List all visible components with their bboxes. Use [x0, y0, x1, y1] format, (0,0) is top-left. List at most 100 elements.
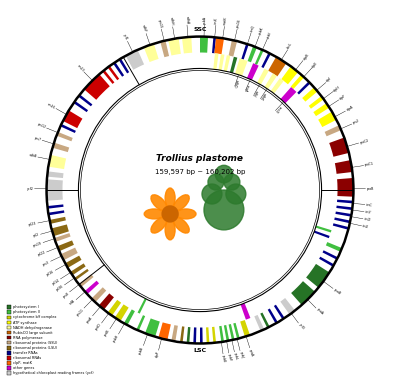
- Text: rps3: rps3: [42, 260, 50, 267]
- Bar: [7, 321, 11, 324]
- Wedge shape: [74, 101, 88, 112]
- Text: other genes: other genes: [12, 366, 34, 370]
- Wedge shape: [113, 62, 124, 77]
- Circle shape: [215, 165, 233, 183]
- Text: atpE: atpE: [311, 60, 319, 69]
- Wedge shape: [65, 256, 82, 268]
- Wedge shape: [274, 305, 285, 319]
- Wedge shape: [218, 54, 224, 71]
- Wedge shape: [281, 66, 298, 84]
- Wedge shape: [335, 160, 352, 174]
- Text: ATP synthase: ATP synthase: [12, 321, 36, 325]
- Wedge shape: [291, 74, 304, 89]
- Wedge shape: [334, 218, 350, 223]
- Text: psbJ: psbJ: [238, 351, 244, 359]
- Ellipse shape: [151, 217, 167, 233]
- Wedge shape: [48, 211, 64, 215]
- Wedge shape: [316, 225, 332, 232]
- Text: rpl16: rpl16: [46, 269, 55, 276]
- Text: petD: petD: [95, 323, 102, 332]
- Circle shape: [224, 174, 240, 190]
- Wedge shape: [54, 233, 70, 242]
- Text: rps11: rps11: [76, 307, 85, 317]
- Wedge shape: [182, 37, 192, 53]
- Wedge shape: [168, 38, 181, 56]
- Wedge shape: [302, 87, 318, 102]
- Text: ndhD: ndhD: [232, 78, 239, 88]
- Wedge shape: [268, 57, 286, 76]
- Text: ribosomal proteins (LSU): ribosomal proteins (LSU): [12, 346, 57, 350]
- Text: accD: accD: [273, 104, 282, 113]
- Text: rps7: rps7: [34, 136, 42, 142]
- Text: rpoB: rpoB: [366, 187, 374, 191]
- Wedge shape: [74, 269, 89, 280]
- Text: rpl2: rpl2: [33, 232, 40, 238]
- Text: psaB: psaB: [333, 287, 342, 296]
- Text: photosystem II: photosystem II: [12, 310, 39, 314]
- Text: photosystem I: photosystem I: [12, 305, 38, 309]
- Wedge shape: [180, 327, 184, 343]
- Wedge shape: [306, 264, 330, 288]
- Wedge shape: [280, 298, 295, 314]
- Text: LSC: LSC: [194, 348, 206, 353]
- Text: rps15: rps15: [157, 19, 163, 29]
- Wedge shape: [102, 70, 114, 84]
- Circle shape: [226, 184, 246, 204]
- Text: trnK: trnK: [214, 17, 218, 24]
- Wedge shape: [270, 78, 284, 94]
- Wedge shape: [57, 240, 74, 251]
- Text: RubisCO large subunit: RubisCO large subunit: [12, 331, 52, 335]
- Ellipse shape: [174, 195, 189, 211]
- Wedge shape: [326, 242, 342, 252]
- Wedge shape: [254, 315, 264, 331]
- Bar: [7, 331, 11, 334]
- Text: matK: matK: [223, 16, 228, 25]
- Wedge shape: [124, 309, 135, 325]
- Wedge shape: [158, 322, 171, 340]
- Ellipse shape: [176, 209, 196, 219]
- Wedge shape: [108, 66, 119, 80]
- Wedge shape: [99, 293, 114, 310]
- Text: trnC: trnC: [366, 203, 373, 207]
- Ellipse shape: [144, 209, 164, 219]
- Wedge shape: [115, 304, 129, 321]
- Wedge shape: [145, 318, 160, 337]
- Text: infA: infA: [69, 299, 76, 306]
- Text: ndhA: ndhA: [184, 16, 189, 24]
- Wedge shape: [47, 171, 64, 178]
- Circle shape: [208, 174, 224, 190]
- Circle shape: [46, 36, 354, 343]
- Wedge shape: [52, 143, 69, 152]
- Wedge shape: [248, 46, 257, 62]
- Text: ndhB: ndhB: [28, 153, 37, 159]
- Bar: [7, 351, 11, 355]
- Text: trnY: trnY: [365, 210, 372, 214]
- Text: trnQ: trnQ: [250, 24, 256, 32]
- Text: 159,597 bp ~ 160,202 bp: 159,597 bp ~ 160,202 bp: [155, 169, 245, 175]
- Text: atpF: atpF: [339, 94, 347, 101]
- Wedge shape: [257, 69, 269, 85]
- Wedge shape: [206, 327, 209, 343]
- Bar: [7, 356, 11, 360]
- Wedge shape: [144, 44, 159, 62]
- Circle shape: [204, 190, 244, 230]
- Wedge shape: [333, 223, 349, 230]
- Wedge shape: [322, 250, 338, 260]
- Wedge shape: [160, 40, 169, 57]
- Text: Trollius plastome: Trollius plastome: [156, 154, 244, 163]
- Wedge shape: [200, 36, 208, 53]
- Text: rpl14: rpl14: [52, 278, 60, 286]
- Text: rps12: rps12: [36, 122, 46, 129]
- Wedge shape: [268, 309, 278, 323]
- Wedge shape: [224, 325, 229, 341]
- Wedge shape: [47, 204, 64, 209]
- Wedge shape: [337, 178, 354, 197]
- Wedge shape: [56, 132, 73, 141]
- Text: RNA polymerase: RNA polymerase: [12, 336, 42, 340]
- Wedge shape: [255, 49, 264, 65]
- Text: atpH: atpH: [333, 85, 341, 93]
- Text: ndhK: ndhK: [258, 92, 266, 101]
- Text: ycf1: ycf1: [122, 33, 129, 41]
- Wedge shape: [240, 320, 250, 337]
- Wedge shape: [193, 327, 196, 343]
